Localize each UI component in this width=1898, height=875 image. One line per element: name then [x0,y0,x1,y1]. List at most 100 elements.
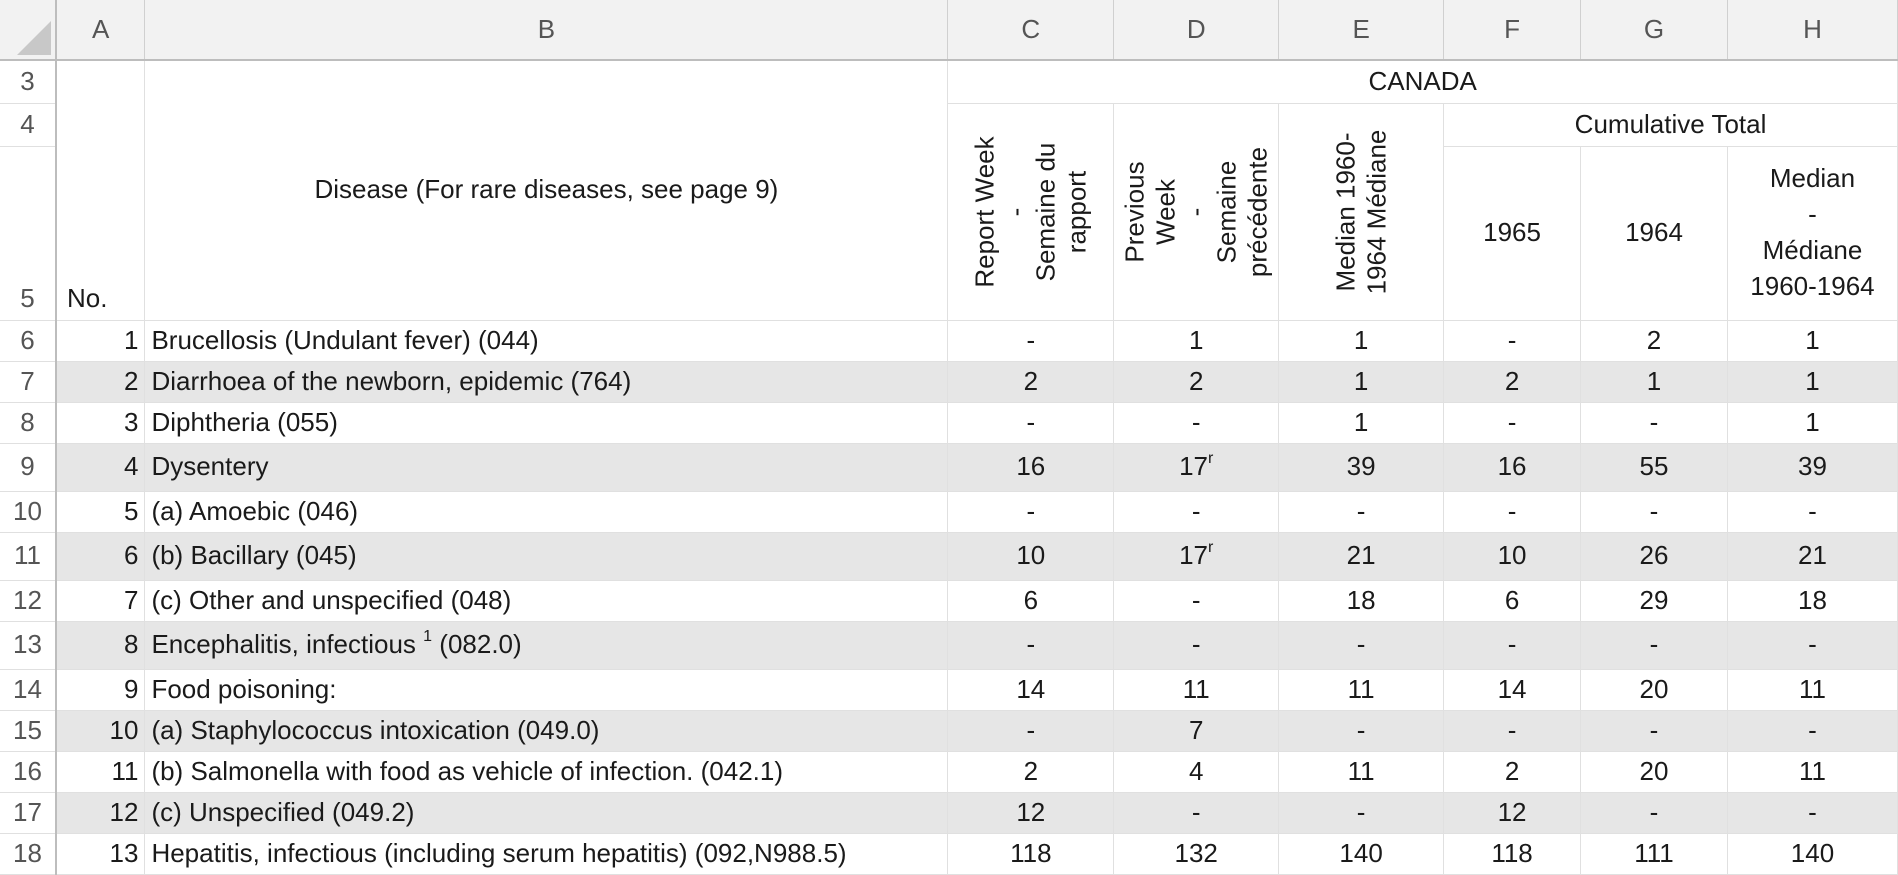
cell-median-cumulative[interactable]: 1 [1727,361,1898,403]
cell-previous-week[interactable]: 11 [1113,669,1280,711]
row-header-10[interactable]: 10 [0,491,57,533]
cell-no[interactable]: 8 [55,621,146,670]
cell-cumulative-1964[interactable]: - [1580,621,1728,670]
cell-no[interactable]: 3 [55,402,146,444]
cell-disease[interactable]: Hepatitis, infectious (including serum h… [144,833,949,875]
cell-median-week[interactable]: - [1278,621,1445,670]
cell-disease[interactable]: (b) Bacillary (045) [144,532,949,581]
row-header-6[interactable]: 6 [0,320,57,362]
cell-cumulative-1964[interactable]: 2 [1580,320,1728,362]
cell-median-cumulative[interactable]: 11 [1727,751,1898,793]
cell-no[interactable]: 2 [55,361,146,403]
column-header-d[interactable]: D [1113,0,1280,61]
cell-median-week[interactable]: - [1278,491,1445,533]
cell-cumulative-1964[interactable]: - [1580,710,1728,752]
cell-report-week[interactable]: - [947,491,1115,533]
cell-median-week[interactable]: 11 [1278,669,1445,711]
cell-report-week[interactable]: - [947,621,1115,670]
cell-cumulative-1965[interactable]: 14 [1443,669,1582,711]
cell-disease[interactable]: (c) Unspecified (049.2) [144,792,949,834]
column-header-c[interactable]: C [947,0,1115,61]
cell-cumulative-1965[interactable]: 6 [1443,580,1582,622]
cell-cumulative-1964[interactable]: - [1580,491,1728,533]
cell-report-week[interactable]: 6 [947,580,1115,622]
cell-disease[interactable]: Dysentery [144,443,949,492]
cell-disease[interactable]: (c) Other and unspecified (048) [144,580,949,622]
column-header-f[interactable]: F [1443,0,1582,61]
cell-median-week[interactable]: - [1278,710,1445,752]
cell-cumulative-1964[interactable]: - [1580,792,1728,834]
cell-no[interactable]: 13 [55,833,146,875]
row-header-7[interactable]: 7 [0,361,57,403]
cell-previous-week[interactable]: 17r [1113,532,1280,581]
cell-cumulative-1965[interactable]: 118 [1443,833,1582,875]
cell-cumulative-1965[interactable]: 16 [1443,443,1582,492]
cell-previous-week[interactable]: 132 [1113,833,1280,875]
cell-cumulative-1964[interactable]: - [1580,402,1728,444]
select-all-corner[interactable] [0,0,57,61]
cell-disease[interactable]: (a) Staphylococcus intoxication (049.0) [144,710,949,752]
cell-cumulative-1965[interactable]: - [1443,621,1582,670]
cell-median-week[interactable]: 11 [1278,751,1445,793]
cell-report-week[interactable]: 118 [947,833,1115,875]
cell-no[interactable]: 12 [55,792,146,834]
row-header-16[interactable]: 16 [0,751,57,793]
cell-report-week[interactable]: 12 [947,792,1115,834]
cell-report-week[interactable]: - [947,320,1115,362]
cell-cumulative-1964[interactable]: 29 [1580,580,1728,622]
cell-cumulative-1964[interactable]: 1 [1580,361,1728,403]
cell-cumulative-1965[interactable]: - [1443,710,1582,752]
cell-median-cumulative[interactable]: 1 [1727,402,1898,444]
cell-disease[interactable]: Diphtheria (055) [144,402,949,444]
cell-cumulative-1965[interactable]: 12 [1443,792,1582,834]
cell-median-week[interactable]: - [1278,792,1445,834]
row-header-4[interactable]: 4 [0,103,57,147]
cell-median-cumulative[interactable]: 21 [1727,532,1898,581]
cell-disease[interactable]: (a) Amoebic (046) [144,491,949,533]
row-header-9[interactable]: 9 [0,443,57,492]
cell-median-cumulative[interactable]: 140 [1727,833,1898,875]
cell-no[interactable]: 4 [55,443,146,492]
canada-header[interactable]: CANADA [947,60,1898,104]
row-header-8[interactable]: 8 [0,402,57,444]
no-header[interactable]: No. [55,60,146,321]
cell-cumulative-1965[interactable]: 2 [1443,751,1582,793]
cell-report-week[interactable]: - [947,710,1115,752]
cell-previous-week[interactable]: - [1113,580,1280,622]
cell-report-week[interactable]: 2 [947,361,1115,403]
cell-no[interactable]: 11 [55,751,146,793]
cell-median-week[interactable]: 1 [1278,402,1445,444]
cell-no[interactable]: 9 [55,669,146,711]
column-header-e[interactable]: E [1278,0,1445,61]
cell-disease[interactable]: (b) Salmonella with food as vehicle of i… [144,751,949,793]
cell-report-week[interactable]: 2 [947,751,1115,793]
cell-cumulative-1965[interactable]: - [1443,402,1582,444]
cell-no[interactable]: 5 [55,491,146,533]
cell-report-week[interactable]: - [947,402,1115,444]
cell-median-cumulative[interactable]: - [1727,491,1898,533]
column-header-a[interactable]: A [55,0,146,61]
cell-median-cumulative[interactable]: - [1727,710,1898,752]
cell-previous-week[interactable]: - [1113,491,1280,533]
cell-median-week[interactable]: 39 [1278,443,1445,492]
row-header-3[interactable]: 3 [0,60,57,104]
median-cumulative-header[interactable]: Median - Médiane 1960-1964 [1727,146,1898,321]
cell-no[interactable]: 1 [55,320,146,362]
row-header-18[interactable]: 18 [0,833,57,875]
cell-cumulative-1965[interactable]: 10 [1443,532,1582,581]
row-header-17[interactable]: 17 [0,792,57,834]
cell-disease[interactable]: Brucellosis (Undulant fever) (044) [144,320,949,362]
cell-cumulative-1964[interactable]: 20 [1580,751,1728,793]
row-header-11[interactable]: 11 [0,532,57,581]
cell-median-cumulative[interactable]: 39 [1727,443,1898,492]
cell-previous-week[interactable]: 4 [1113,751,1280,793]
previous-week-header[interactable]: Previous Week - Semaine précédente [1113,103,1280,321]
cell-cumulative-1965[interactable]: - [1443,491,1582,533]
cell-report-week[interactable]: 16 [947,443,1115,492]
column-header-g[interactable]: G [1580,0,1728,61]
cell-disease[interactable]: Encephalitis, infectious 1 (082.0) [144,621,949,670]
cell-report-week[interactable]: 14 [947,669,1115,711]
column-header-b[interactable]: B [144,0,949,61]
cell-cumulative-1965[interactable]: 2 [1443,361,1582,403]
cell-previous-week[interactable]: - [1113,792,1280,834]
